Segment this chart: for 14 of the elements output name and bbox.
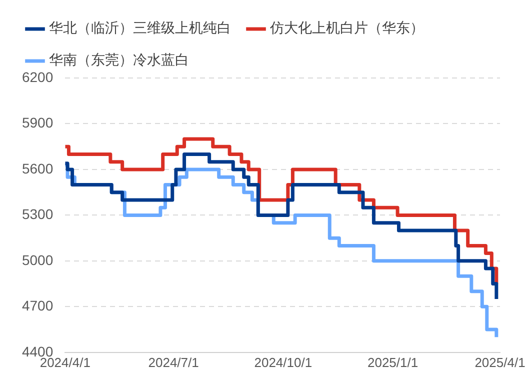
x-tick-label: 2025/1/1 (367, 354, 418, 370)
legend-label: 仿大化上机白片（华东） (269, 20, 424, 37)
y-tick-label: 4400 (22, 343, 54, 360)
y-tick-label: 6200 (22, 68, 54, 85)
y-tick-label: 5900 (22, 114, 54, 131)
x-tick-label: 2025/4/1 (474, 354, 526, 370)
y-tick-label: 5300 (22, 206, 54, 222)
x-tick-label: 2024/10/1 (254, 354, 312, 370)
legend-label: 华北（临沂）三维级上机纯白 (49, 20, 231, 37)
x-tick-label: 2024/7/1 (148, 354, 199, 370)
y-tick-label: 4700 (22, 298, 54, 314)
legend-label: 华南（东莞）冷水蓝白 (49, 52, 189, 69)
y-tick-label: 5600 (22, 160, 54, 176)
y-tick-label: 5000 (22, 252, 54, 268)
